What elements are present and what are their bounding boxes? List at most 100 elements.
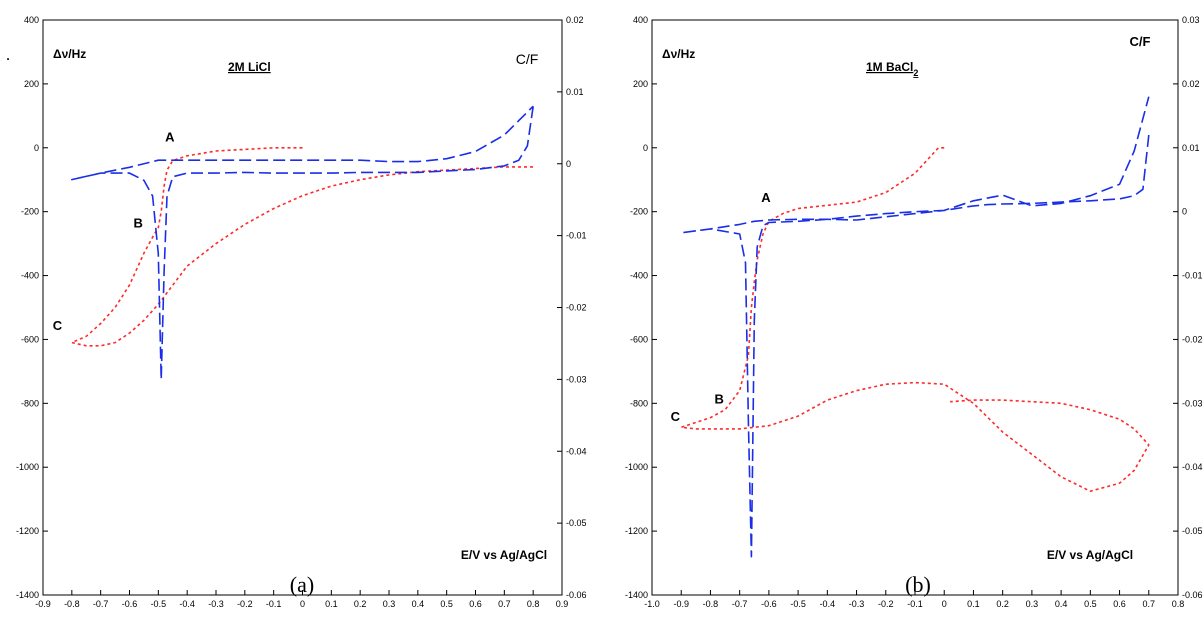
- chart-title-a: 2M LiCl: [228, 60, 271, 74]
- x-tick-label-b: 0.1: [967, 599, 980, 609]
- x-tick-label-a: 0.5: [440, 599, 453, 609]
- chart-title-b: 1M BaCl2: [866, 60, 918, 78]
- y-tick-label-a: -800: [21, 398, 39, 408]
- y-tick-label-b: -800: [630, 398, 648, 408]
- x-tick-label-b: -0.9: [673, 599, 689, 609]
- x-tick-label-a: -0.3: [208, 599, 224, 609]
- series-line-b-capacitance: [680, 96, 1150, 558]
- point-label-c-b: C: [671, 409, 681, 424]
- y-tick-label-a: -1000: [16, 462, 39, 472]
- x-tick-label-b: 0.3: [1026, 599, 1039, 609]
- x-tick-label-a: -0.5: [151, 599, 167, 609]
- y-tick-label-a: -200: [21, 207, 39, 217]
- x-tick-label-a: -0.6: [122, 599, 138, 609]
- right-axis-label-a: C/F: [516, 51, 539, 67]
- y2-tick-label-a: -0.04: [566, 446, 587, 456]
- x-tick-label-a: 0.2: [354, 599, 367, 609]
- x-tick-label-b: -0.8: [703, 599, 719, 609]
- point-label-c-a: C: [53, 318, 63, 333]
- y2-tick-label-a: -0.06: [566, 590, 587, 600]
- point-label-a-a: A: [165, 129, 175, 144]
- x-tick-label-a: 0.3: [383, 599, 396, 609]
- x-tick-label-a: 0.1: [325, 599, 338, 609]
- y2-tick-label-a: 0.01: [566, 87, 584, 97]
- y-tick-label-a: -600: [21, 334, 39, 344]
- x-tick-label-b: 0.4: [1055, 599, 1068, 609]
- x-tick-label-b: -0.6: [761, 599, 777, 609]
- y-tick-label-b: 0: [643, 143, 648, 153]
- y-tick-label-b: -200: [630, 207, 648, 217]
- series-line-b-frequency: [680, 147, 1150, 492]
- y2-tick-label-a: 0.02: [566, 15, 584, 25]
- y2-tick-label-b: 0.01: [1182, 143, 1200, 153]
- right-axis-label-b: C/F: [1130, 34, 1151, 49]
- x-tick-label-a: 0.7: [498, 599, 511, 609]
- y2-tick-label-a: -0.02: [566, 303, 587, 313]
- y2-tick-label-b: 0: [1182, 207, 1187, 217]
- x-tick-label-b: -0.5: [790, 599, 806, 609]
- x-tick-label-b: -0.7: [732, 599, 748, 609]
- plot-frame-b: [651, 19, 1179, 596]
- x-tick-label-b: -0.4: [820, 599, 836, 609]
- x-tick-label-b: -1.0: [644, 599, 660, 609]
- y2-tick-label-b: 0.02: [1182, 79, 1200, 89]
- y-tick-label-b: 200: [633, 79, 648, 89]
- x-axis-label-b: E/V vs Ag/AgCl: [1047, 548, 1133, 562]
- y-tick-label-a: 200: [24, 79, 39, 89]
- y2-tick-label-a: -0.03: [566, 374, 587, 384]
- figure-caption-b: (b): [905, 572, 931, 597]
- x-tick-label-a: -0.9: [35, 599, 51, 609]
- x-tick-label-b: 0.2: [996, 599, 1009, 609]
- y2-tick-label-b: 0.03: [1182, 15, 1200, 25]
- y2-tick-label-b: -0.04: [1182, 462, 1203, 472]
- y2-tick-label-b: -0.01: [1182, 271, 1203, 281]
- y2-tick-label-a: -0.05: [566, 518, 587, 528]
- x-tick-label-b: -0.3: [849, 599, 865, 609]
- x-tick-label-a: -0.4: [179, 599, 195, 609]
- x-tick-label-b: 0: [942, 599, 947, 609]
- point-label-b-b: B: [715, 391, 724, 406]
- x-tick-label-b: -0.1: [907, 599, 923, 609]
- y-tick-label-a: -1400: [16, 590, 39, 600]
- x-tick-label-a: 0: [300, 599, 305, 609]
- y-tick-label-a: 0: [34, 143, 39, 153]
- x-tick-label-a: -0.1: [266, 599, 282, 609]
- y-tick-label-b: -1400: [625, 590, 648, 600]
- y-tick-label-b: 400: [633, 15, 648, 25]
- x-tick-label-b: 0.8: [1172, 599, 1185, 609]
- y2-tick-label-a: 0: [566, 159, 571, 169]
- x-tick-label-a: 0.4: [412, 599, 425, 609]
- x-tick-label-a: -0.7: [93, 599, 109, 609]
- stray-mark-a: .: [6, 49, 9, 63]
- y2-tick-label-b: -0.02: [1182, 334, 1203, 344]
- x-tick-label-a: 0.8: [527, 599, 540, 609]
- y-tick-label-b: -1200: [625, 526, 648, 536]
- point-label-a-b: A: [761, 190, 771, 205]
- plot-frame-a: [42, 19, 563, 596]
- series-line-a-frequency: [71, 147, 534, 347]
- y-tick-label-b: -600: [630, 334, 648, 344]
- x-tick-label-b: 0.5: [1084, 599, 1097, 609]
- x-tick-label-a: 0.6: [469, 599, 482, 609]
- x-axis-label-a: E/V vs Ag/AgCl: [461, 548, 547, 562]
- y-tick-label-a: -400: [21, 271, 39, 281]
- x-tick-label-b: 0.7: [1143, 599, 1156, 609]
- y2-tick-label-b: -0.03: [1182, 398, 1203, 408]
- x-tick-label-a: -0.2: [237, 599, 253, 609]
- y-axis-label-a: Δν/Hz: [53, 47, 86, 61]
- x-tick-label-a: 0.9: [556, 599, 569, 609]
- x-tick-label-b: 0.6: [1113, 599, 1126, 609]
- y2-tick-label-b: -0.05: [1182, 526, 1203, 536]
- y-tick-label-b: -400: [630, 271, 648, 281]
- y-tick-label-a: -1200: [16, 526, 39, 536]
- y-axis-label-b: Δν/Hz: [662, 47, 695, 61]
- x-tick-label-b: -0.2: [878, 599, 894, 609]
- series-line-a-capacitance: [71, 105, 534, 381]
- point-label-b-a: B: [133, 216, 142, 231]
- figure-caption-a: (a): [290, 572, 314, 597]
- y2-tick-label-b: -0.06: [1182, 590, 1203, 600]
- x-tick-label-a: -0.8: [64, 599, 80, 609]
- y-tick-label-b: -1000: [625, 462, 648, 472]
- y2-tick-label-a: -0.01: [566, 231, 587, 241]
